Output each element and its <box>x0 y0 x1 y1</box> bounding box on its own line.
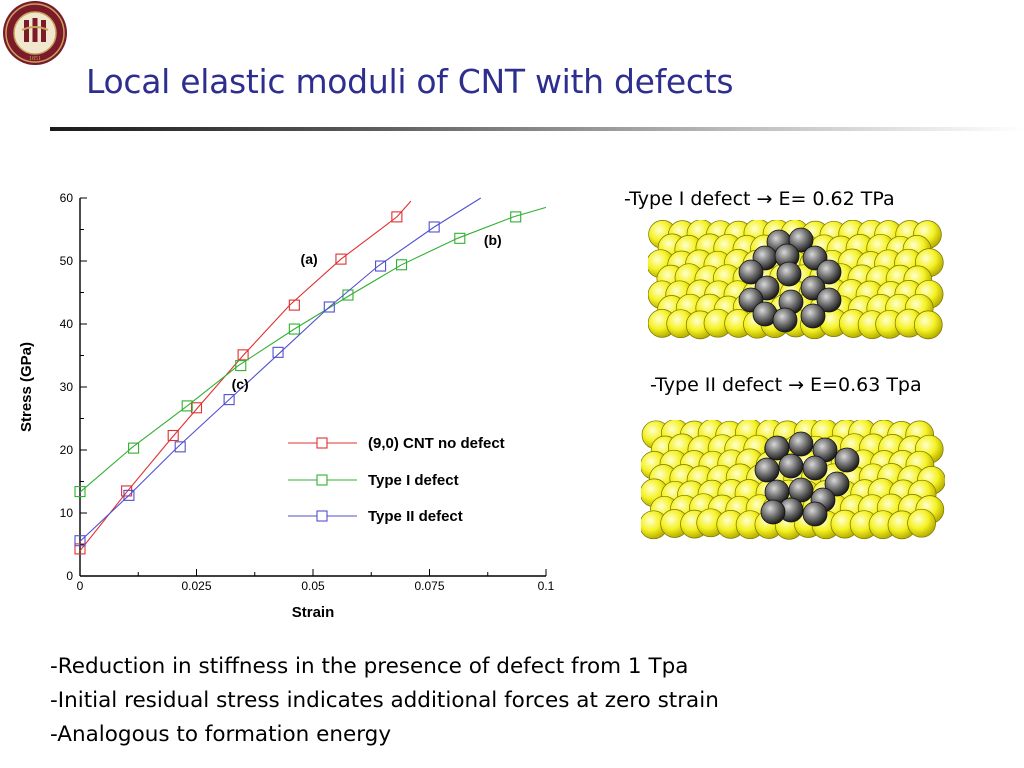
gray-atom <box>772 307 798 333</box>
legend-label: Type I defect <box>368 472 459 489</box>
gray-atom <box>816 287 842 313</box>
data-point <box>128 442 140 454</box>
data-point <box>174 441 186 453</box>
y-tick-label: 40 <box>60 317 74 331</box>
nanotube-type2-defect-icon <box>641 420 945 540</box>
data-point <box>74 486 86 498</box>
bullet-list: -Reduction in stiffness in the presence … <box>50 650 719 752</box>
gray-atom <box>776 261 802 287</box>
yellow-atom <box>907 508 936 538</box>
gray-atom <box>738 259 764 285</box>
gray-atom <box>800 303 826 329</box>
data-point <box>235 360 247 372</box>
curve-annotation: (b) <box>484 232 502 248</box>
x-tick-label: 0.025 <box>181 579 211 593</box>
y-tick-label: 50 <box>60 254 74 268</box>
gray-atom <box>760 499 786 525</box>
x-tick-label: 0.1 <box>538 579 555 593</box>
data-point <box>395 259 408 271</box>
y-tick-label: 10 <box>60 506 74 520</box>
legend-marker <box>316 510 328 522</box>
y-tick-label: 0 <box>66 569 73 583</box>
data-point <box>288 323 300 335</box>
university-seal-icon: 1851 <box>3 1 67 65</box>
data-point <box>375 260 387 272</box>
x-tick-label: 0.075 <box>414 579 444 593</box>
legend-label: (9,0) CNT no defect <box>368 435 505 452</box>
data-point <box>121 485 133 497</box>
data-point <box>510 211 522 223</box>
gray-atom <box>802 455 828 481</box>
data-point <box>335 253 347 265</box>
title-divider <box>50 127 1024 131</box>
y-tick-label: 20 <box>60 443 74 457</box>
data-point <box>323 301 335 313</box>
nanotube-type1-defect-icon <box>648 220 944 340</box>
data-point <box>391 211 403 223</box>
curve-annotation: (c) <box>232 376 249 392</box>
yellow-atom <box>913 310 943 340</box>
type2-defect-label: -Type II defect → E=0.63 Tpa <box>650 374 922 396</box>
bullet-item: -Analogous to formation energy <box>50 722 392 747</box>
gray-atom <box>802 501 828 527</box>
data-point <box>454 232 466 244</box>
bullet-item: -Initial residual stress indicates addit… <box>50 688 719 713</box>
series-line <box>79 197 482 542</box>
data-point <box>288 299 300 311</box>
data-point <box>223 394 235 406</box>
data-point <box>167 429 179 442</box>
data-point <box>123 489 135 501</box>
gray-atom <box>816 259 842 285</box>
gray-atom <box>834 447 860 473</box>
gray-atom <box>764 435 790 461</box>
gray-atom <box>788 477 814 503</box>
y-tick-label: 30 <box>60 380 74 394</box>
bullet-item: -Reduction in stiffness in the presence … <box>50 654 689 679</box>
x-tick-label: 0 <box>77 579 84 593</box>
slide-title: Local elastic moduli of CNT with defects <box>86 62 734 101</box>
data-point <box>74 535 86 547</box>
gray-atom <box>824 471 850 497</box>
data-point <box>74 543 86 555</box>
legend-label: Type II defect <box>368 508 463 525</box>
data-point <box>237 349 249 361</box>
y-axis-label: Stress (GPa) <box>18 342 35 432</box>
y-tick-label: 60 <box>60 191 74 205</box>
gray-atom <box>754 457 780 483</box>
legend-marker <box>316 437 328 449</box>
gray-atom <box>788 431 814 457</box>
curve-annotation: (a) <box>301 251 318 267</box>
type1-defect-label: -Type I defect → E= 0.62 TPa <box>624 188 895 210</box>
data-point <box>272 346 284 358</box>
series-line <box>79 200 412 552</box>
gray-atom <box>788 227 814 253</box>
data-point <box>181 400 193 412</box>
legend-marker <box>316 474 328 486</box>
gray-atom <box>778 453 804 479</box>
x-tick-label: 0.05 <box>301 579 325 593</box>
x-axis-label: Strain <box>292 604 335 620</box>
data-point <box>190 402 203 414</box>
data-point <box>428 221 440 233</box>
seal-year: 1851 <box>29 56 41 62</box>
stress-strain-chart: 0 10 20 30 40 50 60 0 0.025 0.05 0.075 0.1 Strain Str… <box>18 191 555 620</box>
series-line <box>79 206 547 493</box>
